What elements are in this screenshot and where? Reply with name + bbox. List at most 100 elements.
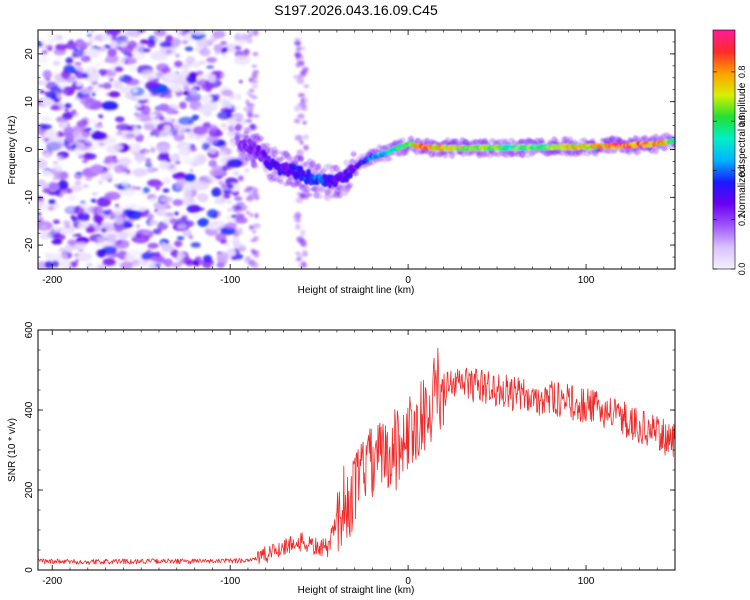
noise-blob <box>125 78 140 86</box>
noise-blob <box>226 131 236 137</box>
noise-blob <box>246 37 253 44</box>
ridge-halo <box>315 163 322 171</box>
noise-blob <box>223 189 233 195</box>
ridge-halo <box>304 186 311 193</box>
noise-blob <box>303 144 309 151</box>
noise-blob <box>222 47 228 52</box>
noise-blob <box>302 120 307 125</box>
noise-blob <box>52 60 61 66</box>
spectrogram-y-tick-label: -20 <box>24 237 35 252</box>
noise-blob <box>85 176 93 182</box>
noise-blob <box>45 44 54 50</box>
noise-blob <box>213 44 223 53</box>
ridge-halo <box>274 149 281 155</box>
noise-blob <box>197 104 214 115</box>
noise-blob <box>75 241 88 249</box>
noise-blob <box>249 213 254 218</box>
noise-blob <box>38 41 43 48</box>
noise-blob <box>66 187 73 194</box>
noise-blob <box>119 75 124 79</box>
noise-blob <box>233 241 241 249</box>
noise-blob <box>236 96 242 101</box>
noise-blob <box>90 145 97 150</box>
ridge-halo <box>298 155 305 162</box>
ridge-halo <box>347 182 354 188</box>
colorbar-ticks: 0.0 0.2 0.4 0.6 0.8 <box>713 66 747 275</box>
noise-blob <box>234 105 242 110</box>
noise-blob <box>246 91 252 96</box>
noise-blob <box>165 49 172 55</box>
noise-blob <box>136 160 143 165</box>
noise-blob <box>247 30 255 36</box>
noise-blob <box>43 152 52 159</box>
noise-blob <box>169 217 177 225</box>
colorbar-frame <box>712 29 736 270</box>
noise-blob <box>55 43 68 51</box>
noise-blob <box>191 213 200 219</box>
ridge-halo <box>246 126 253 134</box>
noise-blob <box>40 115 52 122</box>
noise-blob <box>40 224 48 229</box>
noise-blob <box>150 254 165 263</box>
ridge-halo <box>442 151 449 159</box>
snr-y-tick-label: 200 <box>24 481 35 498</box>
noise-blob <box>39 89 44 94</box>
noise-blob <box>114 212 121 217</box>
noise-blob <box>234 205 242 211</box>
noise-blob <box>153 30 167 37</box>
noise-blob <box>238 31 245 36</box>
noise-blob <box>153 181 164 187</box>
ridge-halo <box>334 167 341 173</box>
noise-blob <box>153 77 160 82</box>
noise-blob <box>226 158 243 168</box>
noise-blob <box>218 150 228 158</box>
noise-blob <box>234 213 245 219</box>
noise-blob <box>211 264 216 269</box>
noise-blob <box>192 125 209 135</box>
noise-blob <box>38 80 47 86</box>
noise-blob <box>42 188 51 194</box>
noise-blob <box>207 175 213 181</box>
noise-blob <box>225 222 237 230</box>
noise-blob <box>248 224 255 231</box>
noise-blob <box>45 81 59 90</box>
noise-blob <box>183 86 190 91</box>
noise-blob <box>101 227 107 233</box>
noise-blob <box>41 98 55 106</box>
noise-blob <box>217 111 233 120</box>
noise-blob <box>88 37 95 44</box>
noise-blob <box>85 127 92 131</box>
noise-blob <box>295 257 302 262</box>
noise-blob <box>236 93 242 97</box>
noise-blob <box>171 84 184 93</box>
noise-blob <box>60 90 68 94</box>
noise-blob <box>294 119 301 124</box>
colorbar-gradient <box>713 30 735 269</box>
noise-blob <box>97 221 103 226</box>
noise-blob <box>74 66 84 73</box>
noise-blob <box>176 236 185 241</box>
noise-blob <box>156 209 167 217</box>
noise-blob <box>206 65 215 70</box>
noise-blob <box>254 213 259 219</box>
noise-blob <box>137 206 147 212</box>
noise-blob <box>70 131 90 141</box>
noise-blob <box>76 233 82 237</box>
noise-blob <box>226 184 234 190</box>
noise-blob <box>243 48 250 54</box>
ridge-halo <box>278 179 285 185</box>
noise-blob <box>251 76 256 83</box>
noise-blob <box>298 194 306 198</box>
noise-blob <box>52 219 60 225</box>
noise-blob <box>182 64 189 70</box>
noise-blob <box>178 146 192 157</box>
noise-blob <box>176 223 188 230</box>
noise-blob <box>107 162 117 168</box>
noise-blob <box>80 87 93 94</box>
noise-blob <box>47 206 55 211</box>
noise-blob <box>251 262 260 269</box>
noise-blob <box>252 30 259 37</box>
noise-blob <box>117 157 132 166</box>
noise-blob <box>237 246 247 252</box>
noise-blob <box>47 141 64 151</box>
